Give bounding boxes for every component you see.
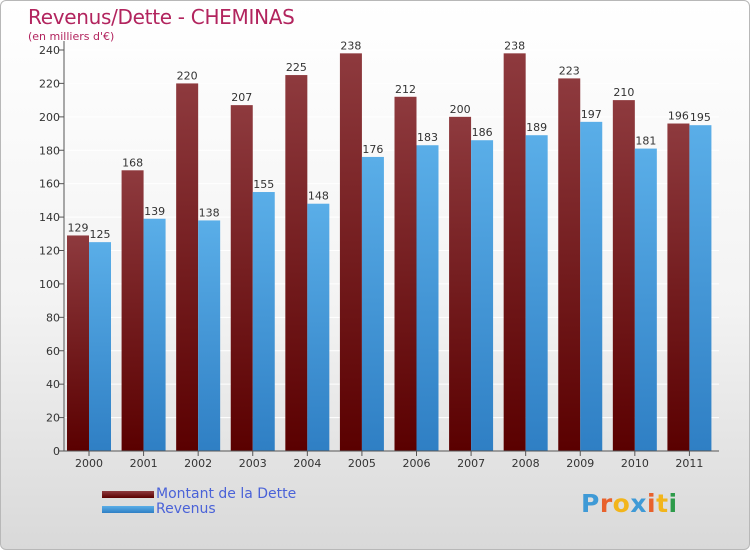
bar-revenus bbox=[580, 121, 603, 452]
data-label: 129 bbox=[68, 221, 89, 234]
data-label: 138 bbox=[199, 206, 220, 219]
bar-revenus bbox=[307, 203, 330, 451]
data-label: 207 bbox=[231, 91, 252, 104]
logo-letter: P bbox=[581, 489, 600, 518]
logo-letter: t bbox=[656, 489, 669, 518]
data-label: 225 bbox=[286, 61, 307, 74]
data-label: 196 bbox=[668, 110, 689, 123]
legend-swatch-revenus bbox=[102, 506, 154, 513]
bar-dette bbox=[612, 100, 635, 451]
bar-dette bbox=[667, 123, 690, 452]
data-label: 195 bbox=[690, 111, 711, 124]
x-tick-label: 2010 bbox=[621, 457, 649, 470]
data-label: 148 bbox=[308, 190, 329, 203]
data-label: 238 bbox=[340, 39, 361, 52]
x-tick-label: 2003 bbox=[239, 457, 267, 470]
y-tick-label: 80 bbox=[46, 311, 60, 324]
data-label: 197 bbox=[581, 108, 602, 121]
y-tick-label: 60 bbox=[46, 345, 60, 358]
data-label: 139 bbox=[144, 205, 165, 218]
bar-dette bbox=[339, 53, 362, 451]
x-tick-label: 2007 bbox=[457, 457, 485, 470]
x-tick-label: 2005 bbox=[348, 457, 376, 470]
proxiti-logo: Proxiti bbox=[581, 489, 678, 518]
bar-dette bbox=[121, 170, 144, 452]
bar-revenus bbox=[198, 220, 221, 451]
x-tick-label: 2002 bbox=[184, 457, 212, 470]
x-tick-label: 2004 bbox=[293, 457, 321, 470]
chart-subtitle: (en milliers d'€) bbox=[28, 30, 115, 43]
bar-revenus bbox=[416, 145, 439, 452]
y-tick-label: 220 bbox=[39, 77, 60, 90]
y-tick-label: 160 bbox=[39, 178, 60, 191]
data-label: 210 bbox=[613, 86, 634, 99]
x-tick-label: 2001 bbox=[130, 457, 158, 470]
data-label: 189 bbox=[526, 121, 547, 134]
legend-label-dette: Montant de la Dette bbox=[156, 486, 297, 502]
logo-letter: x bbox=[630, 489, 647, 518]
data-label: 186 bbox=[472, 126, 493, 139]
bars bbox=[67, 53, 712, 452]
data-label: 176 bbox=[362, 143, 383, 156]
bar-revenus bbox=[361, 156, 384, 451]
legend-swatch-dette bbox=[102, 491, 154, 498]
bar-dette bbox=[394, 96, 417, 452]
y-tick-label: 240 bbox=[39, 44, 60, 57]
data-label: 212 bbox=[395, 83, 416, 96]
bar-revenus bbox=[471, 140, 494, 451]
bar-revenus bbox=[252, 192, 275, 452]
x-tick-label: 2008 bbox=[512, 457, 540, 470]
y-tick-label: 120 bbox=[39, 245, 60, 258]
bar-dette bbox=[558, 78, 581, 451]
axes: 0 20 40 60 80 100 120 140 160 180 200 220 240 2000 200… bbox=[39, 41, 719, 470]
legend-label-revenus: Revenus bbox=[156, 501, 216, 517]
bar-dette bbox=[230, 105, 253, 451]
x-tick-label: 2006 bbox=[403, 457, 431, 470]
y-tick-label: 100 bbox=[39, 278, 60, 291]
data-label: 223 bbox=[559, 64, 580, 77]
x-tick-label: 2000 bbox=[75, 457, 103, 470]
data-label: 155 bbox=[253, 178, 274, 191]
data-label: 125 bbox=[90, 228, 111, 241]
bar-revenus bbox=[143, 218, 166, 451]
x-tick-label: 2011 bbox=[675, 457, 703, 470]
bar-revenus bbox=[89, 242, 111, 451]
bar-dette bbox=[67, 235, 89, 451]
bar-revenus bbox=[689, 125, 712, 451]
data-label: 238 bbox=[504, 39, 525, 52]
logo-letter: r bbox=[599, 489, 613, 518]
y-tick-label: 20 bbox=[46, 412, 60, 425]
logo-letter: i bbox=[647, 489, 657, 518]
y-tick-label: 200 bbox=[39, 111, 60, 124]
y-tick-label: 40 bbox=[46, 378, 60, 391]
data-label: 181 bbox=[635, 135, 656, 148]
gridlines bbox=[64, 49, 719, 419]
bar-revenus bbox=[525, 135, 548, 451]
logo-letter: i bbox=[668, 489, 678, 518]
data-label: 200 bbox=[450, 103, 471, 116]
bar-revenus bbox=[634, 148, 657, 451]
logo-letter: o bbox=[612, 489, 631, 518]
data-label: 168 bbox=[122, 156, 143, 169]
bar-dette bbox=[503, 53, 526, 451]
x-tick-label: 2009 bbox=[566, 457, 594, 470]
y-tick-label: 140 bbox=[39, 211, 60, 224]
data-label: 183 bbox=[417, 131, 438, 144]
y-tick-label: 180 bbox=[39, 144, 60, 157]
data-label: 220 bbox=[177, 69, 198, 82]
bar-dette bbox=[176, 83, 199, 452]
y-tick-label: 0 bbox=[53, 445, 60, 458]
bar-dette bbox=[449, 116, 472, 451]
chart-title: Revenus/Dette - CHEMINAS bbox=[28, 5, 295, 29]
bar-dette bbox=[285, 75, 308, 451]
